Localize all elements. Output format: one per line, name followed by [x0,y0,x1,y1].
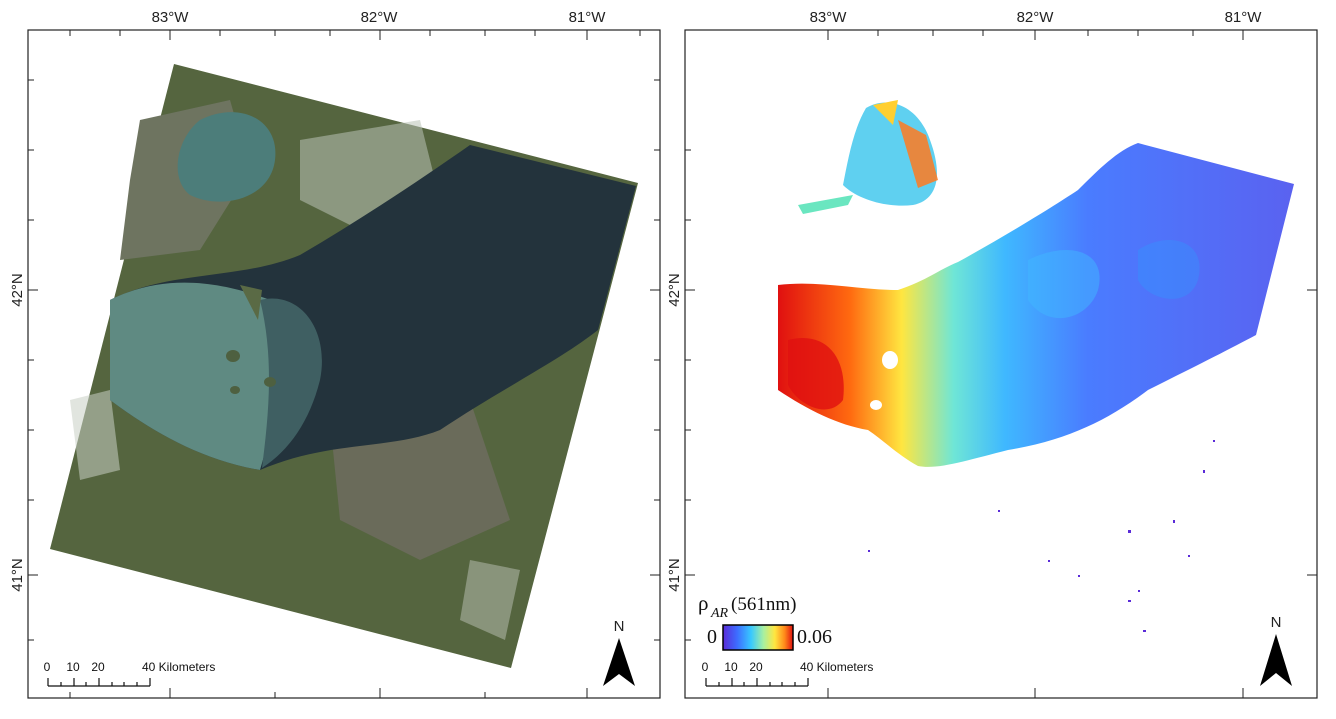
latitude-label-41n: 41°N [668,558,683,592]
lake-st-clair [177,112,276,202]
reflectance-patch [873,100,898,125]
scale-tick-label: 40 Kilometers [142,660,215,674]
reflectance-swirl [1138,240,1200,299]
point-pelee [240,285,262,320]
detroit-river [798,195,853,214]
scale-bar: 0 10 20 40 Kilometers [702,660,873,687]
legend-subscript: AR [710,606,729,621]
longitude-label-82w: 82°W [1017,9,1055,26]
latitude-label-42n: 42°N [9,273,26,307]
latitude-label-42n: 42°N [668,273,683,307]
reflectance-swirl [1028,250,1100,319]
island [226,350,240,362]
scale-tick-label: 10 [66,660,80,674]
latitude-label-41n: 41°N [9,558,26,592]
island [870,400,882,410]
longitude-label-81w: 81°W [569,9,607,26]
north-arrow-icon: N [603,618,635,686]
legend-max: 0.06 [797,626,832,648]
legend-symbol: ρ [698,591,708,615]
scale-bar: 0 10 20 40 Kilometers [44,660,215,687]
reflectance-legend: ρ AR (561nm) 0 0.06 [698,591,832,651]
legend-colorbar [722,624,794,651]
island [230,386,240,394]
frame-ticks [28,30,660,698]
cloud-patch [70,390,120,480]
reflectance-map: 83°W 82°W 81°W 42°N 41°N ρ AR (561nm) 0 … [668,9,1318,699]
longitude-label-81w: 81°W [1225,9,1263,26]
scale-tick-label: 40 Kilometers [800,660,873,674]
north-label: N [1271,614,1282,631]
satellite-map: 83°W 82°W 81°W 42°N 41°N 0 10 20 40 Kilo… [9,9,661,699]
longitude-label-82w: 82°W [361,9,399,26]
scale-tick-label: 0 [702,660,709,674]
north-arrow-icon: N [1260,614,1292,686]
reflectance-map-panel: 83°W 82°W 81°W 42°N 41°N ρ AR (561nm) 0 … [668,0,1336,719]
island [264,377,276,387]
island [882,351,898,369]
legend-min: 0 [707,626,717,648]
longitude-label-83w: 83°W [810,9,848,26]
sediment-plume [260,298,322,468]
satellite-map-panel: 83°W 82°W 81°W 42°N 41°N 0 10 20 40 Kilo… [9,9,661,699]
scale-tick-label: 20 [91,660,105,674]
scale-tick-label: 0 [44,660,51,674]
reflectance-patch [898,120,938,188]
reflectance-patch [788,338,844,410]
lake-erie-western-basin [110,282,286,470]
scattered-pixels [868,440,1215,632]
scale-tick-label: 10 [724,660,738,674]
scale-tick-label: 20 [749,660,763,674]
legend-wavelength: (561nm) [731,594,796,615]
frame-ticks [685,30,1317,698]
cloud-patch [460,560,520,640]
north-label: N [614,618,625,635]
longitude-label-83w: 83°W [152,9,190,26]
